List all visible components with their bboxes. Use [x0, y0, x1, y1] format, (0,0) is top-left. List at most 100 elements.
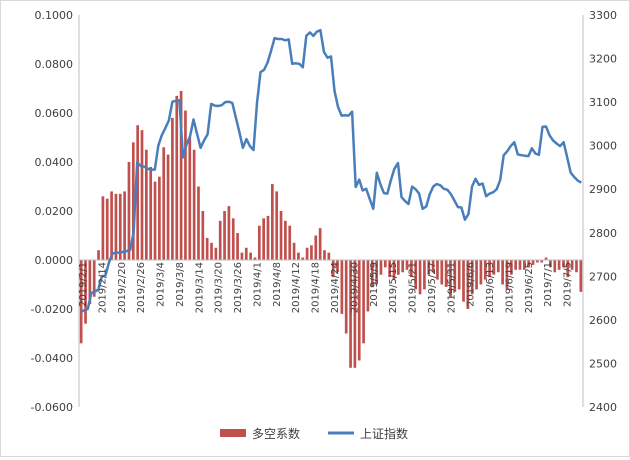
bar — [297, 252, 300, 260]
bar — [431, 260, 435, 273]
bar — [166, 154, 170, 260]
bar — [305, 247, 309, 260]
bar — [88, 260, 92, 305]
bar-series — [79, 90, 583, 368]
right-tick-label: 2900 — [589, 183, 617, 196]
bar — [427, 260, 431, 275]
left-tick-label: 0.0600 — [35, 107, 74, 120]
bar — [423, 260, 426, 290]
bar — [144, 149, 148, 260]
bar — [340, 260, 344, 314]
x-tick-label: 2019/3/26 — [233, 262, 244, 313]
bar — [279, 211, 283, 260]
bar — [344, 260, 348, 334]
x-tick-label: 2019/4/12 — [291, 262, 302, 313]
bar — [205, 237, 209, 260]
legend: 多空系数 上证指数 — [220, 426, 408, 441]
bar — [162, 147, 166, 260]
bar — [175, 95, 179, 260]
bar — [440, 260, 444, 285]
bar — [292, 242, 296, 260]
x-tick-label: 2019/5/27 — [427, 262, 438, 313]
bar — [418, 260, 422, 295]
x-tick-label: 2019/5/9 — [369, 262, 380, 307]
bar — [436, 260, 439, 280]
bar — [475, 260, 478, 290]
x-tick-label: 2019/2/26 — [136, 262, 147, 313]
bar — [457, 260, 461, 290]
bar — [505, 260, 509, 290]
left-tick-label: -0.0400 — [31, 352, 73, 365]
bar — [275, 191, 279, 260]
bar — [262, 218, 266, 260]
bar — [288, 225, 292, 260]
x-tick-label: 2019/6/19 — [504, 262, 515, 313]
bar — [301, 257, 305, 260]
x-tick-label: 2019/3/14 — [194, 262, 205, 313]
right-tick-label: 2600 — [589, 314, 617, 327]
bar — [396, 260, 400, 275]
bar — [483, 260, 487, 280]
bar — [522, 260, 526, 270]
bar — [257, 225, 261, 260]
bar — [357, 260, 361, 361]
bar — [123, 191, 126, 260]
bar — [405, 260, 409, 270]
bar — [227, 206, 231, 260]
line-path — [80, 28, 582, 314]
legend-line-label: 上证指数 — [360, 426, 408, 441]
bar — [127, 162, 131, 260]
bar — [462, 260, 465, 302]
x-tick-label: 2019/4/1 — [252, 262, 263, 307]
x-tick-label: 2019/3/8 — [175, 262, 186, 307]
bar — [101, 196, 105, 260]
bar — [149, 166, 153, 260]
bar — [570, 260, 574, 270]
bar — [410, 260, 413, 278]
bar — [566, 260, 570, 278]
bar — [318, 228, 322, 260]
x-tick-label: 2019/4/18 — [311, 262, 322, 313]
line-series — [80, 28, 582, 314]
bar — [531, 260, 535, 265]
right-tick-label: 2400 — [589, 401, 617, 414]
bar — [223, 211, 226, 260]
bar — [366, 260, 370, 312]
right-tick-label: 3200 — [589, 53, 617, 66]
bar — [314, 235, 318, 260]
bar — [153, 181, 157, 260]
bar — [79, 260, 83, 344]
right-tick-label: 2500 — [589, 357, 617, 370]
bar — [210, 242, 213, 260]
bar — [401, 260, 405, 273]
bar — [249, 252, 252, 260]
bar — [158, 176, 161, 260]
bar — [349, 260, 352, 368]
bar — [240, 252, 244, 260]
legend-bar-swatch — [220, 429, 246, 437]
bar — [105, 198, 109, 260]
right-tick-label: 2700 — [589, 270, 617, 283]
bar — [514, 260, 518, 270]
bar — [562, 260, 565, 268]
bar — [444, 260, 448, 287]
bar — [231, 218, 235, 260]
bar — [284, 220, 287, 260]
left-tick-label: -0.0200 — [31, 303, 73, 316]
bar — [362, 260, 365, 344]
bar — [179, 90, 183, 260]
bar — [97, 250, 100, 260]
axes: -0.0600 -0.0400 -0.0200 0.0000 0.0200 0.0400 0… — [31, 9, 617, 414]
bar — [131, 142, 135, 260]
bar — [536, 260, 539, 263]
bar — [466, 260, 470, 309]
bar — [110, 191, 113, 260]
bar — [327, 252, 331, 260]
bar — [197, 186, 200, 260]
bar — [114, 193, 118, 260]
bar — [140, 130, 144, 260]
x-tick-label: 2019/2/14 — [97, 262, 108, 313]
bar — [188, 137, 192, 260]
bar — [549, 260, 552, 268]
